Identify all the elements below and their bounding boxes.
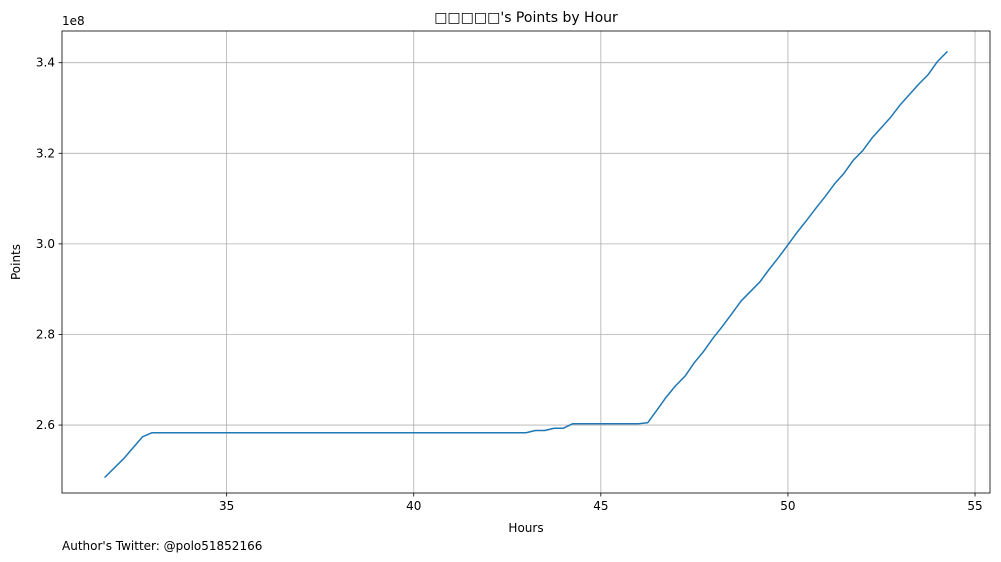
y-tick-label: 3.2 — [36, 146, 55, 160]
series-line — [104, 51, 948, 478]
y-tick-label: 3.4 — [36, 56, 55, 70]
x-axis-label: Hours — [508, 521, 543, 535]
x-axis-ticks: 35 40 45 50 55 — [219, 493, 983, 513]
grid-lines — [62, 31, 990, 493]
x-tick-label: 35 — [219, 499, 234, 513]
plot-area-frame — [61, 30, 991, 494]
chart-title: □□□□□'s Points by Hour — [434, 10, 618, 26]
y-axis-offset-label: 1e8 — [62, 14, 85, 28]
x-tick-label: 45 — [593, 499, 608, 513]
y-tick-label: 3.0 — [36, 237, 55, 251]
y-axis-label: Points — [9, 244, 23, 280]
x-tick-label: 55 — [967, 499, 982, 513]
author-credit: Author's Twitter: @polo51852166 — [62, 539, 262, 553]
y-axis-ticks: 2.6 2.8 3.0 3.2 3.4 — [36, 56, 62, 432]
x-tick-label: 50 — [780, 499, 795, 513]
y-tick-label: 2.6 — [36, 418, 55, 432]
x-tick-label: 40 — [406, 499, 421, 513]
y-tick-label: 2.8 — [36, 327, 55, 341]
